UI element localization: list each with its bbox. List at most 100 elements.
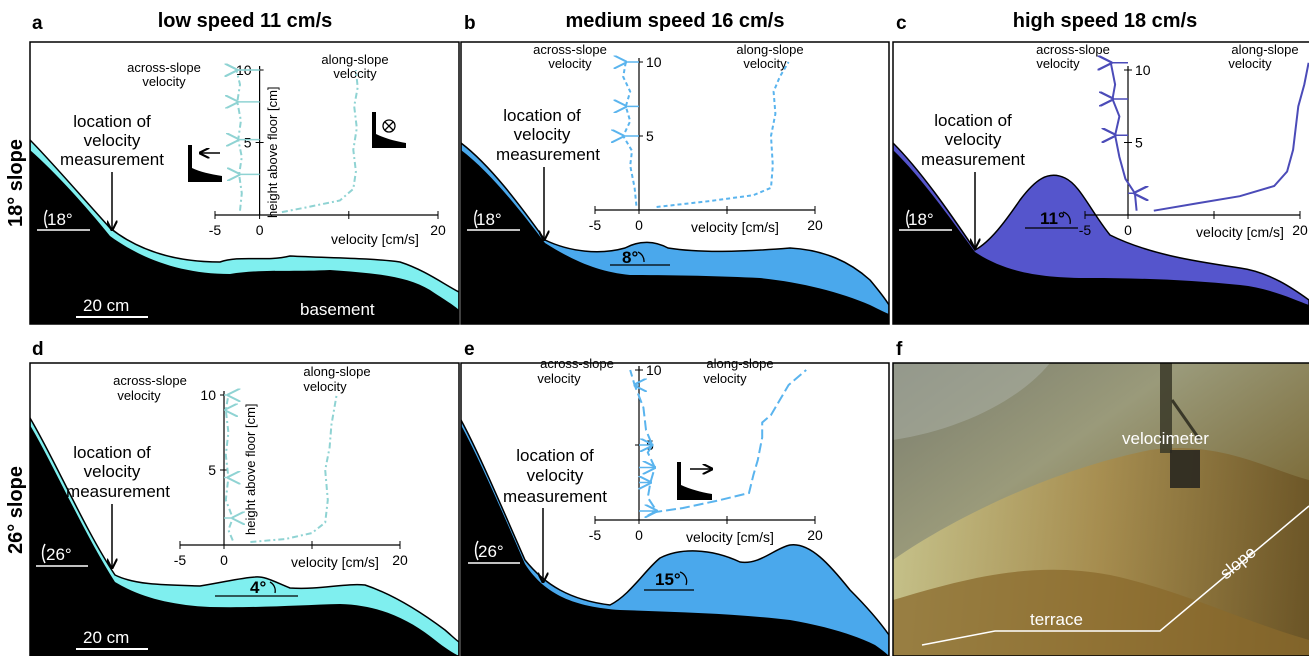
along-a-2: velocity bbox=[333, 66, 377, 81]
chart-a: across-slope velocity along-slope veloci… bbox=[127, 52, 446, 247]
along-icon-a bbox=[372, 112, 406, 148]
x-axis-label-c: velocity [cm/s] bbox=[1196, 224, 1284, 240]
across-icon-a bbox=[188, 145, 222, 182]
title-b: medium speed 16 cm/s bbox=[566, 10, 785, 32]
x-axis-label-d: velocity [cm/s] bbox=[291, 554, 379, 570]
panel-label-f: f bbox=[896, 339, 903, 360]
loc-d-2: velocity bbox=[84, 462, 141, 481]
frame-a bbox=[29, 41, 460, 325]
panel-a: 18° location of velocity measurement 2 c… bbox=[29, 41, 460, 325]
across-c-1: across-slope bbox=[1036, 42, 1110, 57]
label-terrace: terrace bbox=[1030, 610, 1083, 629]
scale-horizontal-d: 20 cm bbox=[83, 628, 129, 647]
panel-label-d: d bbox=[32, 339, 44, 360]
basement-label: basement bbox=[300, 300, 375, 319]
panel-c: 18° 11° location of velocity measurement… bbox=[892, 41, 1309, 325]
x-axis-label-e: velocity [cm/s] bbox=[686, 529, 774, 545]
x-tick-label-b: -5 bbox=[589, 217, 602, 233]
x-tick-label-d: 0 bbox=[220, 552, 228, 568]
x-tick-label-c: -5 bbox=[1079, 222, 1092, 238]
y-tick-label-d: 5 bbox=[208, 462, 216, 478]
frame-e bbox=[460, 362, 890, 656]
along-icon-e bbox=[677, 462, 712, 500]
title-a: low speed 11 cm/s bbox=[158, 10, 333, 32]
frame-c bbox=[892, 41, 1309, 325]
across-b-1: across-slope bbox=[533, 42, 607, 57]
loc-e-2: velocity bbox=[527, 466, 584, 485]
along-a-1: along-slope bbox=[321, 52, 388, 67]
loc-a-1: location of bbox=[73, 112, 151, 131]
height-axis-d: height above floor [cm] bbox=[243, 403, 258, 535]
row-label-26: 26° slope bbox=[5, 466, 27, 554]
angle-d-feature: 4° bbox=[250, 578, 266, 597]
across-e-2: velocity bbox=[537, 371, 581, 386]
series-along-e bbox=[652, 369, 807, 514]
basement-b bbox=[461, 150, 889, 324]
angle-b-feature: 8° bbox=[622, 248, 638, 267]
across-d-1: across-slope bbox=[113, 373, 187, 388]
angle-b-slope: 18° bbox=[476, 210, 502, 229]
chart-e: across-slope velocity along-slope veloci… bbox=[537, 356, 823, 545]
across-a-2: velocity bbox=[142, 74, 186, 89]
basement-d bbox=[30, 425, 459, 656]
chart-d: across-slope velocity along-slope veloci… bbox=[113, 364, 408, 570]
x-tick-label-e: -5 bbox=[589, 527, 602, 543]
loc-b-1: location of bbox=[503, 106, 581, 125]
x-tick-label-b: 20 bbox=[807, 217, 823, 233]
across-c-2: velocity bbox=[1036, 56, 1080, 71]
loc-a-3: measurement bbox=[60, 150, 164, 169]
along-c-2: velocity bbox=[1228, 56, 1272, 71]
x-tick-label-e: 20 bbox=[807, 527, 823, 543]
scale-vertical-a: 2 cm bbox=[29, 263, 48, 300]
x-tick-label-e: 0 bbox=[635, 527, 643, 543]
along-e-2: velocity bbox=[703, 371, 747, 386]
scale-vertical-d: 2 cm bbox=[29, 600, 48, 637]
deposit-e bbox=[461, 419, 889, 656]
angle-e-feature: 15° bbox=[655, 570, 681, 589]
basement-e bbox=[461, 425, 889, 656]
across-e-1: across-slope bbox=[540, 356, 614, 371]
x-tick-label-a: 20 bbox=[430, 222, 446, 238]
title-c: high speed 18 cm/s bbox=[1013, 10, 1198, 32]
angle-c-slope: 18° bbox=[908, 210, 934, 229]
across-a-1: across-slope bbox=[127, 60, 201, 75]
along-b-1: along-slope bbox=[736, 42, 803, 57]
profile-outline bbox=[921, 505, 1309, 646]
chart-b: across-slope velocity along-slope veloci… bbox=[533, 42, 823, 235]
along-d-1: along-slope bbox=[303, 364, 370, 379]
x-tick-label-c: 0 bbox=[1124, 222, 1132, 238]
chart-c: across-slope velocity along-slope veloci… bbox=[1036, 42, 1309, 240]
y-tick-label-c: 10 bbox=[1135, 62, 1151, 78]
y-tick-label-a: 5 bbox=[244, 135, 252, 151]
across-b-2: velocity bbox=[548, 56, 592, 71]
angle-a-slope: 18° bbox=[47, 210, 73, 229]
panel-label-b: b bbox=[464, 13, 476, 34]
loc-a-2: velocity bbox=[84, 131, 141, 150]
y-tick-label-d: 10 bbox=[200, 387, 216, 403]
series-across-b bbox=[622, 61, 638, 206]
series-across-e bbox=[629, 369, 659, 517]
y-tick-label-c: 5 bbox=[1135, 135, 1143, 151]
angle-c-feature: 11° bbox=[1040, 209, 1065, 228]
height-axis-a: height above floor [cm] bbox=[265, 86, 280, 218]
x-tick-label-b: 0 bbox=[635, 217, 643, 233]
panel-e: 26° 15° location of velocity measurement… bbox=[460, 356, 890, 656]
frame-d bbox=[29, 362, 460, 656]
frame-b bbox=[460, 41, 890, 325]
along-e-1: along-slope bbox=[706, 356, 773, 371]
x-tick-label-d: -5 bbox=[174, 552, 187, 568]
panel-f-photo: velocimeter slope terrace bbox=[892, 362, 1309, 656]
x-tick-label-c: 20 bbox=[1292, 222, 1308, 238]
frame-f bbox=[892, 362, 1309, 656]
x-tick-label-a: -5 bbox=[209, 222, 222, 238]
row-label-18: 18° slope bbox=[5, 139, 27, 227]
x-axis-label-b: velocity [cm/s] bbox=[691, 219, 779, 235]
loc-d-3: measurement bbox=[66, 482, 170, 501]
x-tick-label-d: 20 bbox=[392, 552, 408, 568]
across-d-2: velocity bbox=[117, 388, 161, 403]
loc-e-3: measurement bbox=[503, 487, 607, 506]
y-tick-label-b: 5 bbox=[646, 128, 654, 144]
along-d-2: velocity bbox=[303, 379, 347, 394]
series-along-b bbox=[656, 61, 790, 208]
